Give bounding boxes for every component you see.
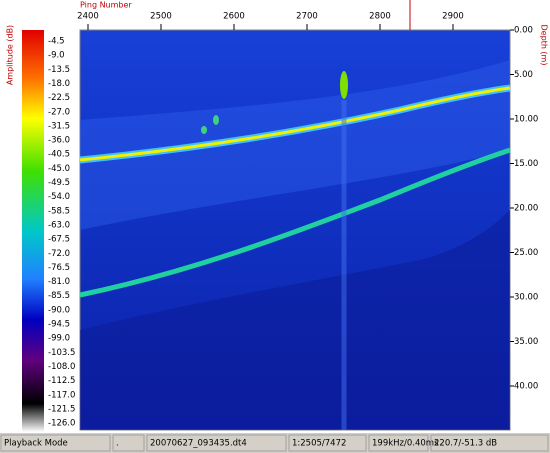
depth-label: 10.00 — [514, 115, 538, 125]
status-cell — [0, 434, 111, 452]
x-tick-label: 2700 — [296, 12, 318, 22]
amplitude-label: -31.5 — [48, 121, 70, 131]
amplitude-label: -108.0 — [48, 362, 75, 372]
amplitude-label: -121.5 — [48, 404, 75, 414]
amplitude-label: -45.0 — [48, 164, 70, 174]
amplitude-label: -117.0 — [48, 390, 75, 400]
status-cell — [430, 434, 549, 452]
amplitude-label: -67.5 — [48, 235, 70, 245]
x-tick-label: 2800 — [369, 12, 391, 22]
status-text: . — [116, 439, 119, 449]
amplitude-label: -9.0 — [48, 51, 65, 61]
amplitude-label: -13.5 — [48, 65, 70, 75]
sub-bottom-echo — [79, 147, 511, 298]
depth-label: 20.00 — [514, 204, 538, 214]
amplitude-title: Amplitude (dB) — [6, 25, 15, 85]
amplitude-label: -36.0 — [48, 136, 70, 146]
depth-label: 30.00 — [514, 293, 538, 303]
color-bar — [22, 30, 44, 432]
amplitude-label: -4.5 — [48, 37, 65, 47]
depth-title: Depth (m) — [540, 25, 549, 66]
depth-label: 40.00 — [514, 382, 538, 392]
amplitude-label: -126.0 — [48, 419, 75, 429]
amplitude-label: -27.0 — [48, 107, 70, 117]
amplitude-label: -85.5 — [48, 291, 70, 301]
fish-target — [213, 115, 219, 125]
fish-target — [340, 71, 348, 99]
amplitude-label: -90.0 — [48, 305, 70, 315]
amplitude-label: -58.5 — [48, 206, 70, 216]
amplitude-label: -22.5 — [48, 93, 70, 103]
amplitude-label: -99.0 — [48, 334, 70, 344]
status-cell — [146, 434, 287, 452]
status-cell — [112, 434, 145, 452]
amplitude-label: -103.5 — [48, 348, 75, 358]
amplitude-label: -81.0 — [48, 277, 70, 287]
amplitude-label: -18.0 — [48, 79, 70, 89]
status-text: Playback Mode — [4, 439, 68, 449]
water-layer — [80, 60, 510, 230]
depth-label: 15.00 — [514, 159, 538, 169]
status-cell — [368, 434, 429, 452]
amplitude-label: -76.5 — [48, 263, 70, 273]
amplitude-label: -49.5 — [48, 178, 70, 188]
depth-label: 5.00 — [514, 70, 533, 80]
x-tick-label: 2900 — [442, 12, 464, 22]
status-bar — [0, 433, 550, 453]
depth-label: 35.00 — [514, 337, 538, 347]
x-axis-title: Ping Number — [80, 1, 132, 10]
depth-label: 0.00 — [514, 26, 533, 36]
status-text: 199kHz/0.40ms — [372, 439, 439, 449]
sediment-layer — [80, 210, 510, 430]
fish-target — [201, 126, 207, 134]
amplitude-label: -112.5 — [48, 376, 75, 386]
status-cell — [288, 434, 367, 452]
amplitude-label: -40.5 — [48, 150, 70, 160]
bottom-echo — [79, 86, 511, 162]
x-tick-label: 2400 — [77, 12, 99, 22]
amplitude-label: -72.0 — [48, 249, 70, 259]
depth-label: 25.00 — [514, 248, 538, 258]
status-text: 20070627_093435.dt4 — [150, 439, 247, 449]
amplitude-label: -54.0 — [48, 192, 70, 202]
x-tick-label: 2500 — [150, 12, 172, 22]
status-text: 220.7/-51.3 dB — [434, 439, 497, 449]
amplitude-label: -63.0 — [48, 220, 70, 230]
status-text: 1:2505/7472 — [292, 439, 346, 449]
x-tick-label: 2600 — [223, 12, 245, 22]
amplitude-label: -94.5 — [48, 320, 70, 330]
